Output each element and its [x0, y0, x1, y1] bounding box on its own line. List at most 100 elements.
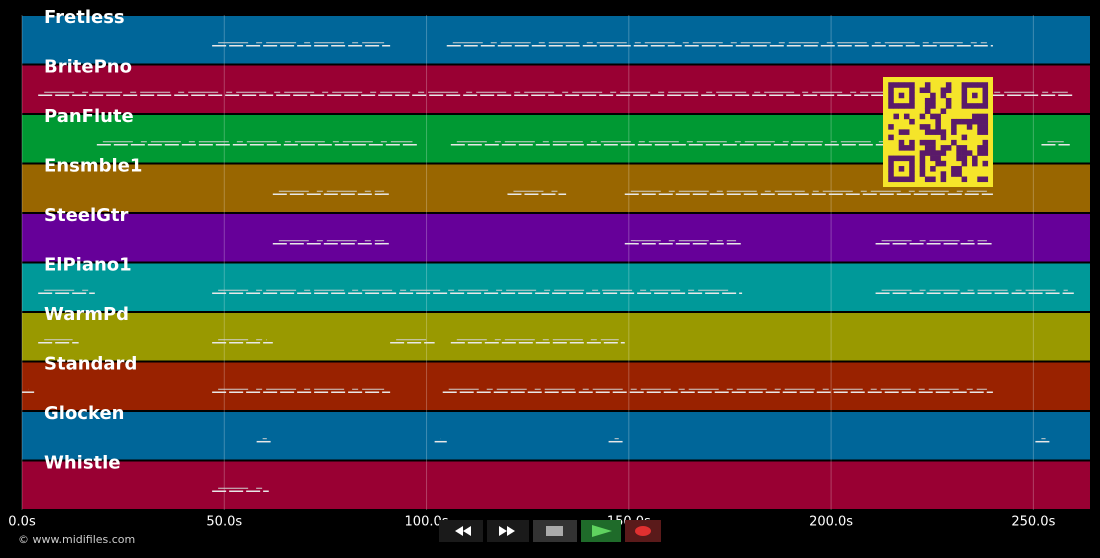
- qr-cell: [888, 97, 894, 104]
- qr-cell: [956, 150, 962, 156]
- qr-cell: [898, 176, 905, 183]
- qr-cell: [930, 139, 936, 146]
- qr-cell: [977, 113, 983, 120]
- qr-cell: [909, 155, 915, 162]
- qr-cell: [940, 171, 947, 177]
- playback-controls: [439, 520, 661, 542]
- track-name: PanFlute: [44, 106, 134, 127]
- qr-cell: [935, 124, 941, 130]
- qr-cell: [919, 171, 926, 177]
- qr-cell: [893, 113, 900, 120]
- qr-cell: [961, 176, 968, 183]
- qr-cell: [977, 150, 983, 156]
- qr-cell: [961, 118, 968, 125]
- qr-cell: [909, 171, 915, 177]
- qr-cell: [961, 160, 968, 167]
- qr-cell: [940, 129, 947, 135]
- qr-cell: [956, 118, 962, 125]
- qr-cell: [930, 145, 936, 151]
- qr-cell: [888, 92, 894, 99]
- qr-cell: [961, 145, 968, 151]
- qr-cell: [940, 150, 947, 156]
- qr-cell: [898, 92, 905, 99]
- copyright: © www.midifiles.com: [18, 533, 135, 546]
- qr-cell: [924, 108, 931, 114]
- qr-cell: [956, 166, 962, 172]
- qr-cell: [930, 176, 936, 183]
- track-name: Whistle: [44, 453, 121, 474]
- qr-cell: [982, 129, 989, 135]
- qr-cell: [982, 139, 989, 146]
- qr-cell: [961, 155, 968, 162]
- track-name: Glocken: [44, 403, 125, 424]
- qr-cell: [961, 103, 968, 109]
- qr-cell: [888, 87, 894, 94]
- qr-cell: [966, 150, 973, 156]
- qr-cell: [903, 103, 910, 109]
- qr-cell: [935, 160, 941, 167]
- qr-cell: [893, 82, 900, 88]
- x-tick-label: 0.0s: [8, 515, 36, 530]
- qr-cell: [924, 150, 931, 156]
- qr-cell: [924, 139, 931, 146]
- qr-cell: [898, 166, 905, 172]
- qr-cell: [924, 145, 931, 151]
- qr-cell: [909, 145, 915, 151]
- qr-cell: [919, 87, 926, 94]
- qr-cell: [919, 166, 926, 172]
- qr-cell: [888, 134, 894, 141]
- qr-cell: [940, 176, 947, 183]
- track-name: WarmPd: [44, 304, 129, 325]
- track-name: ElPiano1: [44, 255, 132, 276]
- qr-cell: [909, 160, 915, 167]
- qr-cell: [982, 160, 989, 167]
- qr-cell: [951, 171, 957, 177]
- qr-cell: [903, 145, 910, 151]
- grid: [21, 15, 1034, 510]
- qr-cell: [919, 139, 926, 146]
- qr-cell: [972, 160, 978, 167]
- qr-cell: [930, 166, 936, 172]
- track-lane: [22, 412, 1090, 460]
- qr-cell: [888, 124, 894, 130]
- qr-cell: [919, 124, 926, 130]
- qr-cell: [945, 97, 952, 104]
- qr-cell: [961, 92, 968, 99]
- qr-cell: [982, 176, 989, 183]
- qr-cell: [903, 155, 910, 162]
- qr-cell: [888, 103, 894, 109]
- qr-cell: [945, 145, 952, 151]
- qr-cell: [961, 134, 968, 141]
- qr-cell: [982, 118, 989, 125]
- qr-cell: [977, 124, 983, 130]
- track-name: SteelGtr: [44, 205, 129, 226]
- qr-cell: [961, 87, 968, 94]
- qr-cell: [951, 129, 957, 135]
- qr-cell: [956, 155, 962, 162]
- qr-cell: [966, 103, 973, 109]
- track-lane: [22, 461, 1090, 509]
- stop-icon: [546, 526, 563, 536]
- qr-cell: [888, 166, 894, 172]
- qr-cell: [966, 82, 973, 88]
- qr-cell: [930, 113, 936, 120]
- qr-cell: [898, 82, 905, 88]
- qr-cell: [909, 176, 915, 183]
- play-icon: [592, 525, 612, 537]
- qr-cell: [888, 155, 894, 162]
- qr-cell: [935, 150, 941, 156]
- qr-cell: [982, 87, 989, 94]
- qr-cell: [982, 124, 989, 130]
- qr-cell: [898, 129, 905, 135]
- qr-cell: [893, 155, 900, 162]
- qr-cell: [909, 166, 915, 172]
- x-tick-label: 50.0s: [206, 515, 242, 530]
- qr-cell: [909, 92, 915, 99]
- qr-cell: [940, 108, 947, 114]
- qr-cell: [903, 176, 910, 183]
- qr-cell: [940, 145, 947, 151]
- qr-cell: [966, 118, 973, 125]
- record-icon: [635, 526, 651, 536]
- track-name: Ensmble1: [44, 156, 142, 177]
